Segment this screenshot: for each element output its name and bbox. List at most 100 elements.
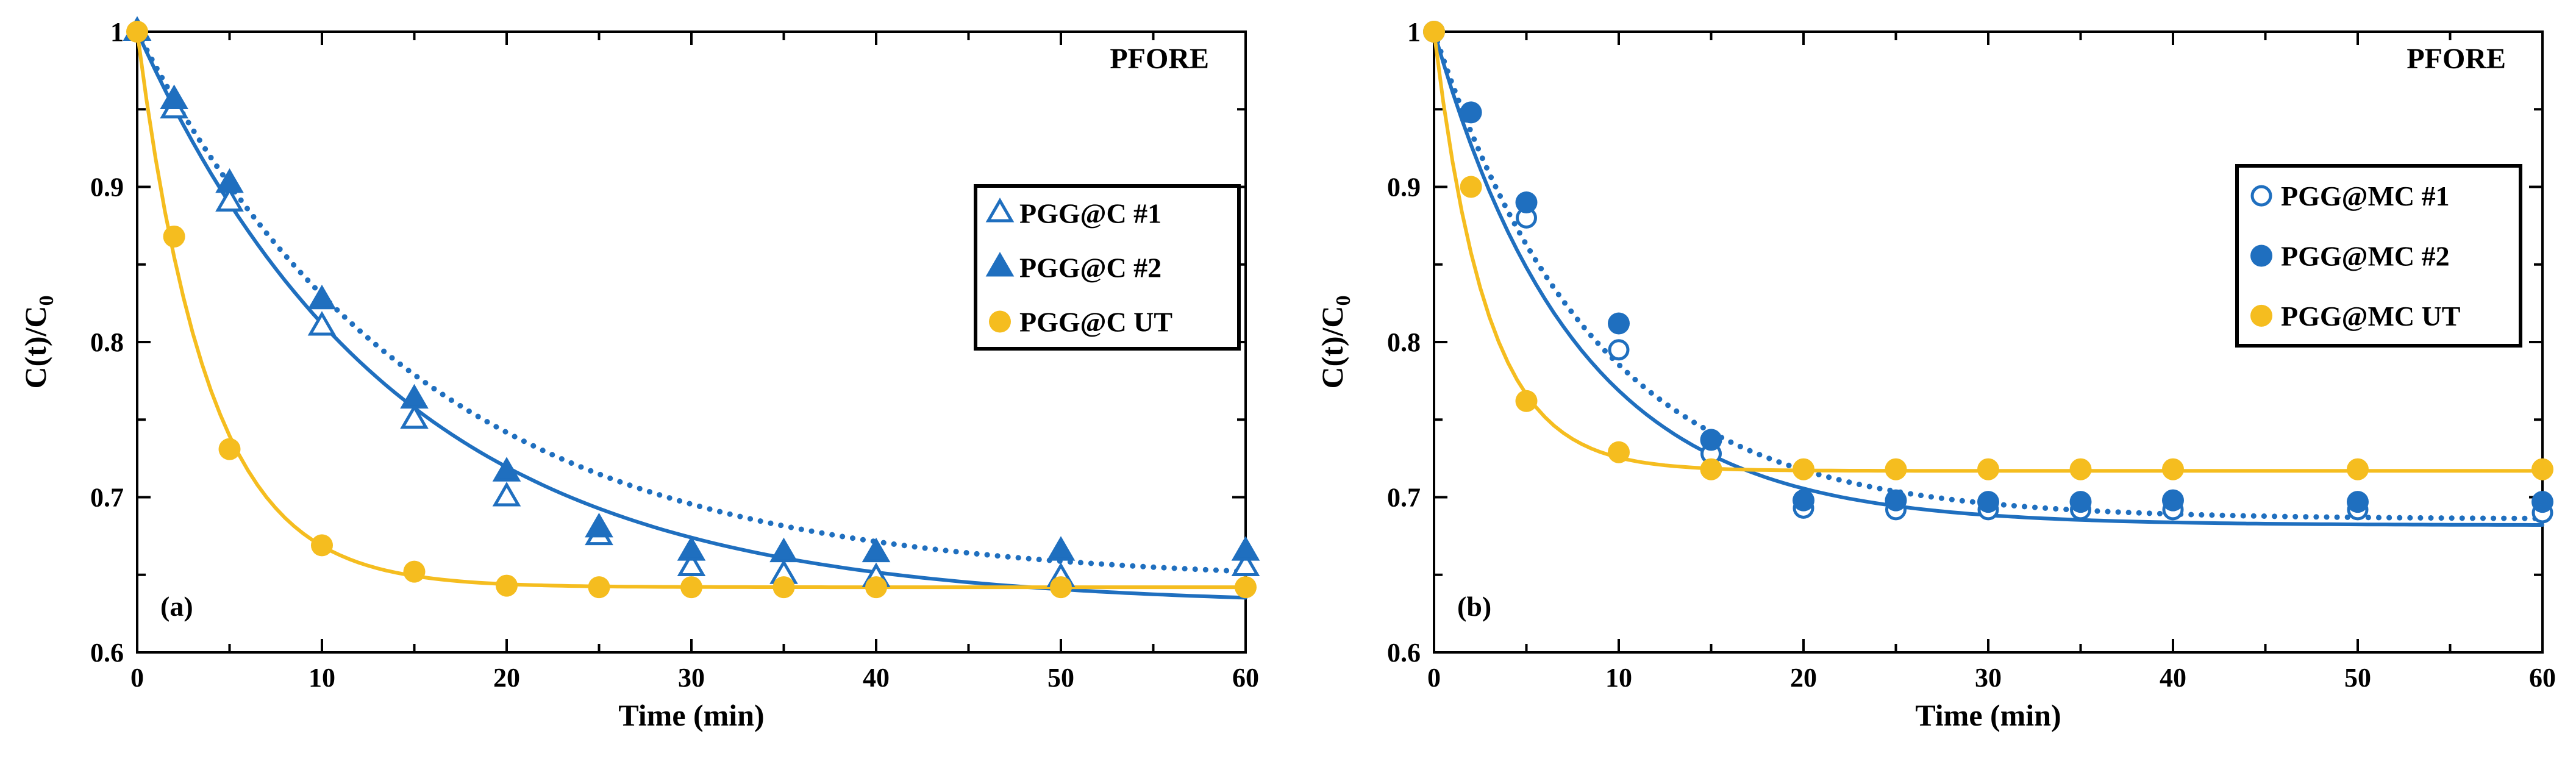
- y-tick-label: 0.6: [90, 638, 124, 668]
- y-axis-title-subscript: 0: [35, 295, 58, 305]
- series-pgg-c-ut: [126, 21, 1257, 599]
- legend: PGG@MC #1 PGG@MC #2 PGG@MC UT: [2235, 164, 2522, 348]
- data-point: [1793, 458, 1814, 480]
- y-axis-title-main: C(t)/C: [1315, 305, 1349, 388]
- data-point: [1515, 191, 1538, 213]
- x-tick-label: 50: [2344, 663, 2371, 693]
- y-axis-title-subscript: 0: [1332, 295, 1355, 305]
- data-point: [307, 284, 337, 310]
- data-point: [2347, 458, 2369, 480]
- series-pgg-mc-ut: [1423, 21, 2553, 480]
- data-point: [772, 576, 795, 599]
- data-point: [403, 560, 426, 583]
- panel-title: PFORE: [2407, 43, 2506, 75]
- data-point: [1700, 458, 1722, 480]
- x-tick-label: 60: [2529, 663, 2556, 693]
- data-point: [1460, 101, 1482, 124]
- data-point: [1885, 458, 1907, 480]
- data-point: [400, 404, 429, 429]
- y-tick-label: 0.9: [1387, 173, 1421, 202]
- data-point: [2162, 489, 2184, 512]
- legend-label: PGG@MC #2: [2281, 241, 2450, 272]
- data-point: [492, 482, 521, 507]
- x-tick-label: 60: [1232, 663, 1259, 693]
- x-tick-label: 20: [1790, 663, 1817, 693]
- data-point: [865, 576, 887, 599]
- data-point: [307, 311, 337, 336]
- data-point: [862, 537, 891, 563]
- data-point: [215, 187, 244, 212]
- data-point: [1977, 491, 1999, 513]
- legend-box: [974, 184, 1241, 351]
- y-axis-title: C(t)/C0: [1315, 295, 1355, 388]
- data-point: [2347, 491, 2369, 513]
- data-point: [1046, 536, 1076, 561]
- data-point: [496, 574, 518, 597]
- x-tick-label: 40: [2160, 663, 2186, 693]
- x-tick-label: 0: [130, 663, 144, 693]
- data-point: [311, 534, 333, 557]
- data-point: [2531, 491, 2553, 513]
- data-point: [1608, 441, 1630, 463]
- legend-label: PGG@MC #1: [2281, 180, 2450, 212]
- y-tick-label: 0.7: [1387, 483, 1421, 513]
- x-axis-title: Time (min): [1915, 698, 2061, 732]
- data-point: [677, 551, 706, 577]
- legend-label: PGG@C #2: [1019, 252, 1161, 284]
- panel-label: (b): [1457, 591, 1491, 622]
- series-pgg-mc-2: [1423, 21, 2553, 513]
- data-point: [218, 438, 241, 460]
- y-axis-title-main: C(t)/C: [18, 305, 52, 388]
- data-point: [2069, 491, 2092, 513]
- y-tick-label: 1: [1407, 17, 1421, 47]
- legend-label: PGG@C #1: [1019, 198, 1161, 229]
- legend-box: [2235, 164, 2522, 348]
- data-point: [1515, 390, 1538, 412]
- data-point: [1700, 429, 1722, 451]
- chart-panel-b: 0 10 20 30 40 50 60 0.6 0.7 0.8 0.9 1 Time (min) C(t)…: [1315, 17, 2556, 732]
- x-tick-label: 30: [1975, 663, 2002, 693]
- legend: PGG@C #1 PGG@C #2 PGG@C UT: [974, 184, 1241, 351]
- data-point: [585, 513, 613, 538]
- data-point: [1460, 176, 1482, 198]
- legend-label: PGG@MC UT: [2281, 301, 2461, 332]
- legend-marker: [2250, 304, 2272, 327]
- legend-marker: [2250, 185, 2272, 207]
- x-axis-title: Time (min): [618, 698, 764, 732]
- data-point: [769, 537, 798, 563]
- y-tick-label: 0.7: [90, 483, 124, 513]
- y-tick-label: 0.6: [1387, 638, 1421, 668]
- x-tick-label: 10: [309, 663, 335, 693]
- data-point: [492, 457, 521, 482]
- data-point: [1231, 536, 1260, 561]
- legend-marker: [2250, 244, 2272, 267]
- data-point: [1608, 339, 1630, 361]
- data-point: [2531, 458, 2553, 480]
- y-tick-label: 0.9: [90, 173, 124, 202]
- y-tick-label: 0.8: [90, 327, 124, 357]
- data-point: [400, 384, 429, 409]
- data-point: [2162, 458, 2184, 480]
- data-point: [2069, 458, 2092, 480]
- y-axis-title-group: C(t)/C0: [18, 295, 58, 388]
- legend-marker: [989, 310, 1011, 333]
- x-tick-label: 50: [1047, 663, 1074, 693]
- panel-label: (a): [160, 591, 193, 622]
- data-point: [1231, 551, 1260, 577]
- data-point: [215, 168, 244, 193]
- x-tick-label: 30: [678, 663, 705, 693]
- legend-label: PGG@C UT: [1019, 307, 1172, 338]
- y-axis-title: C(t)/C0: [18, 295, 58, 388]
- data-point: [677, 536, 706, 561]
- data-point: [1235, 576, 1257, 599]
- data-point: [160, 84, 188, 109]
- data-point: [1977, 458, 1999, 480]
- y-tick-label: 0.8: [1387, 327, 1421, 357]
- data-point: [1423, 21, 1445, 43]
- data-point: [680, 576, 702, 599]
- data-point: [163, 225, 185, 248]
- y-axis-title-group: C(t)/C0: [1315, 295, 1355, 388]
- data-point: [588, 576, 610, 599]
- data-point: [1793, 489, 1814, 512]
